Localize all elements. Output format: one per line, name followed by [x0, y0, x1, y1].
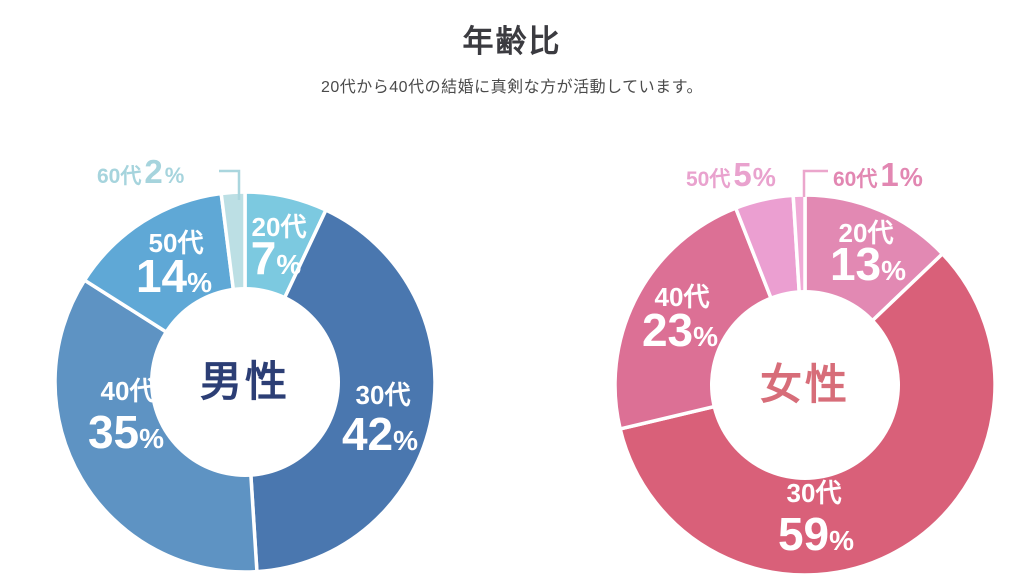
male-donut-chart — [53, 190, 437, 574]
female-20s-percent-sign: % — [881, 255, 906, 286]
male-donut-hole — [150, 287, 340, 477]
male-40s-label-name: 40代 — [101, 376, 156, 406]
female-50s-callout-label: 50代5% — [686, 156, 776, 193]
female-30s-label-value: 59% — [778, 508, 854, 560]
female-40s-percent-sign: % — [693, 321, 718, 352]
male-60s-label-name: 60代 — [97, 165, 141, 188]
male-60s-callout-line — [219, 169, 241, 200]
male-40s-value: 35 — [88, 406, 139, 458]
female-50s-label-name: 50代 — [686, 168, 730, 191]
female-30s-percent-sign: % — [829, 525, 854, 556]
female-40s-label-name: 40代 — [655, 282, 710, 312]
male-20s-label-name: 20代 — [252, 212, 307, 242]
female-20s-value: 13 — [830, 238, 881, 290]
female-40s-value: 23 — [642, 304, 693, 356]
male-slice-2 — [53, 277, 259, 574]
female-60s-value: 1 — [880, 156, 898, 193]
female-30s-label-name: 30代 — [787, 478, 842, 508]
male-50s-label-name: 50代 — [149, 228, 204, 258]
male-20s-value: 7 — [251, 232, 277, 284]
female-donut-chart — [613, 193, 997, 577]
male-50s-percent-sign: % — [187, 267, 212, 298]
female-40s-label-value: 23% — [642, 304, 718, 356]
male-30s-value: 42 — [342, 408, 393, 460]
female-60s-callout-label: 60代1% — [833, 156, 923, 193]
page-title: 年齢比 — [462, 24, 562, 59]
male-30s-percent-sign: % — [393, 425, 418, 456]
male-60s-callout-label: 60代2% — [97, 153, 184, 190]
female-50s-value: 5 — [733, 156, 751, 193]
female-20s-label-name: 20代 — [839, 218, 894, 248]
male-60s-value: 2 — [144, 153, 162, 190]
female-50s-percent-sign: % — [753, 162, 776, 192]
female-60s-percent-sign: % — [900, 162, 923, 192]
male-30s-label-name: 30代 — [356, 380, 411, 410]
male-50s-value: 14 — [136, 250, 188, 302]
male-20s-percent-sign: % — [276, 249, 301, 280]
male-50s-label-value: 14% — [136, 250, 212, 302]
female-20s-label-value: 13% — [830, 238, 906, 290]
female-60s-label-name: 60代 — [833, 168, 877, 191]
female-center-label: 女性 — [760, 361, 850, 408]
male-30s-label-value: 42% — [342, 408, 418, 460]
female-donut-hole — [710, 290, 900, 480]
female-30s-value: 59 — [778, 508, 829, 560]
female-60s-callout-line — [802, 169, 828, 197]
male-40s-percent-sign: % — [139, 423, 164, 454]
chart-header: 年齢比 20代から40代の結婚に真剣な方が活動しています。 — [0, 0, 1024, 97]
page-subtitle: 20代から40代の結婚に真剣な方が活動しています。 — [320, 79, 703, 96]
male-20s-label-value: 7% — [251, 232, 302, 284]
male-60s-percent-sign: % — [165, 163, 185, 188]
male-40s-label-value: 35% — [88, 406, 164, 458]
male-center-label: 男性 — [200, 358, 290, 405]
